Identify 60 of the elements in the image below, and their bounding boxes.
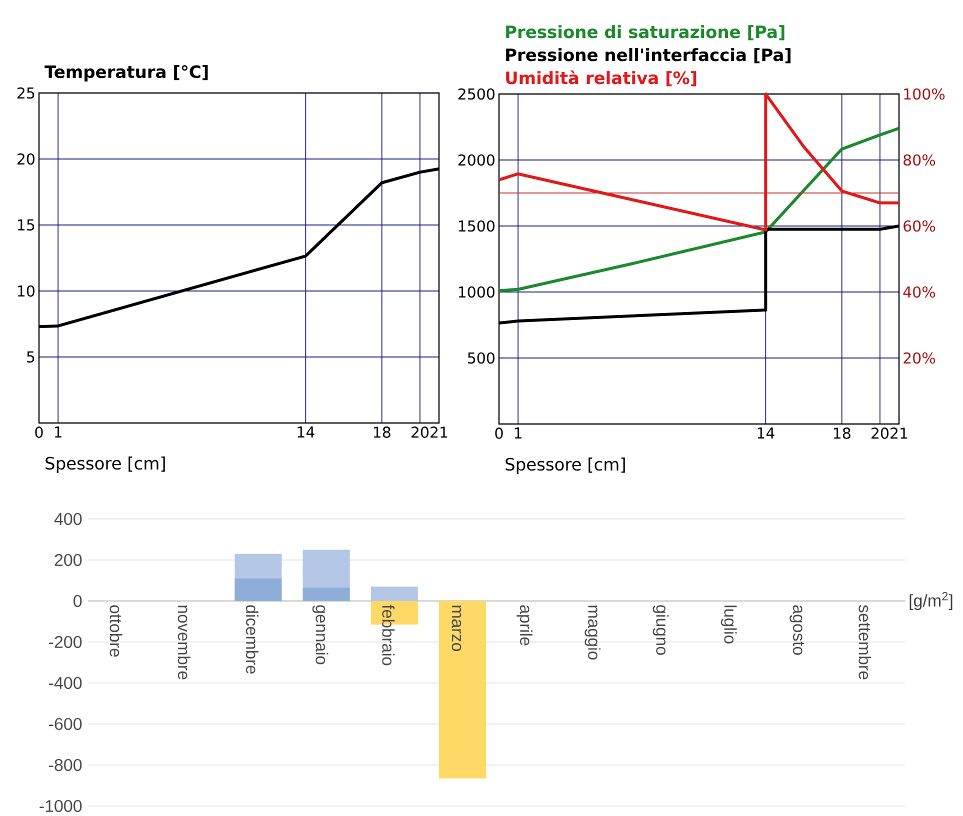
y-tick-label: -800 [49,758,82,772]
x-tick-label: aprile [516,605,532,646]
y-axis-title: [g/m$^{2}$] [910,592,952,610]
bar [438,600,486,778]
line-series [498,126,901,292]
x-tick-label: settembre [858,605,872,680]
x-tick-label: 14 [298,426,314,438]
y-tick-label: 10 [18,285,34,297]
x-tick-label: agosto [790,605,804,655]
x-tick-label: giugno [652,605,669,655]
chart-title: Temperatura [°C] [44,64,208,82]
x-tick-label: 14 [758,428,774,438]
y2-tick-label: 100% [904,88,945,100]
y-tick-label: 500 [468,352,494,364]
y-tick-label: 2500 [458,88,494,100]
y-tick-label: 1500 [458,220,494,232]
x-tick-label: 0 [35,426,43,438]
y2-tick-label: 80% [904,154,936,166]
y-tick-label: -400 [49,676,82,690]
y-tick-label: 2000 [458,154,494,166]
x-tick-label: 21 [430,426,448,438]
x-tick-label: febbraio [382,604,395,666]
x-axis-title: Spessore [cm] [46,456,165,473]
x-tick-label: novembre [178,606,190,680]
y-tick-label: 200 [54,554,82,566]
line-series [498,92,901,232]
bar [370,586,418,601]
x-tick-label: 21 [890,428,908,439]
x-tick-label: luglio [720,606,737,644]
text: Pressione di saturazione [Pa] [506,25,784,40]
x-tick-label: 1 [54,426,62,438]
x-tick-label: ottobre [110,605,122,657]
y-tick-label: -1000 [40,800,82,812]
x-tick-label: 1 [514,428,522,438]
x-tick-label: 18 [374,426,390,438]
x-tick-label: 0 [495,428,503,439]
x-tick-label: marzo [452,606,462,652]
x-tick-label: dicembre [246,605,258,674]
y-tick-label: 20 [17,153,34,165]
x-tick-label: gennaio [312,605,328,664]
y2-tick-label: 20% [904,352,936,364]
x-tick-label: 20 [872,428,889,439]
y-tick-label: 0 [74,594,82,608]
bar [234,578,282,601]
x-tick-label: 20 [412,426,428,438]
text: Umidità relativa [%] [506,70,696,86]
y-tick-label: -200 [49,636,82,648]
text: Pressione nell'interfaccia [Pa] [506,48,790,64]
bar [302,588,350,601]
y2-tick-label: 60% [904,220,936,232]
y-tick-label: 5 [27,351,34,363]
x-tick-label: 18 [834,428,850,439]
x-axis-title: Spessore [cm] [506,458,625,474]
y2-tick-label: 40% [903,286,936,298]
y-tick-label: 1000 [458,286,494,298]
x-tick-label: maggio [584,606,601,660]
y-tick-label: 400 [54,512,82,526]
y-tick-label: -600 [49,718,82,730]
y-tick-label: 15 [18,219,34,231]
y-tick-label: 25 [17,87,34,99]
